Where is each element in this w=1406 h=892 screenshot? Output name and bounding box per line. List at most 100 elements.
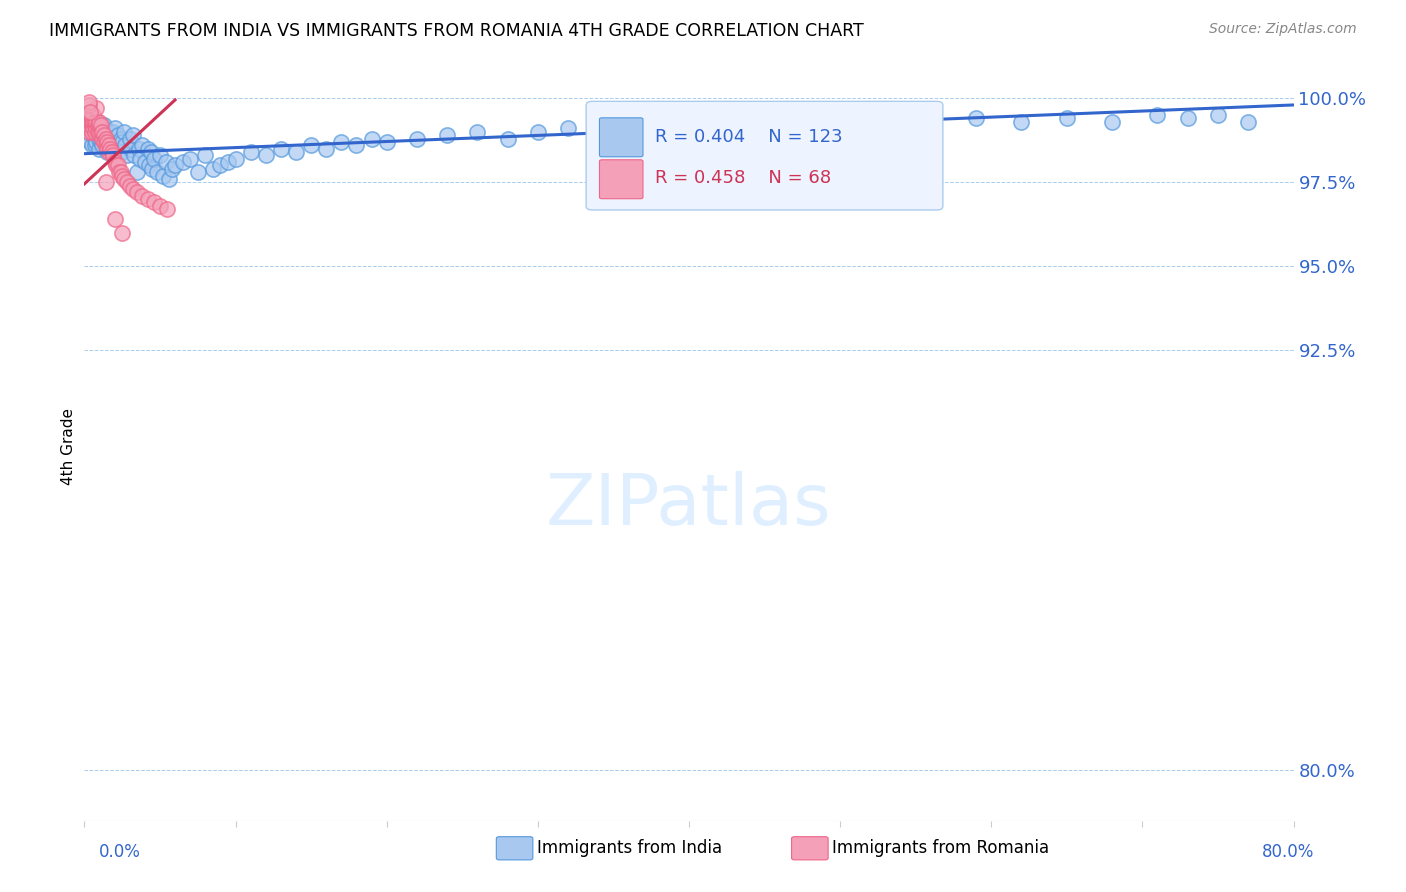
Point — [1011, 115, 1033, 129]
Point — [82, 121, 104, 136]
Point — [406, 131, 429, 145]
Point — [79, 135, 101, 149]
Point — [77, 118, 100, 132]
Point — [98, 142, 121, 156]
Point — [965, 112, 987, 126]
Point — [105, 138, 128, 153]
Point — [98, 128, 121, 143]
Point — [82, 108, 104, 122]
Point — [77, 112, 100, 126]
Text: R = 0.404    N = 123: R = 0.404 N = 123 — [655, 128, 842, 146]
Point — [875, 115, 897, 129]
Point — [82, 115, 104, 129]
Point — [89, 115, 111, 129]
Point — [96, 145, 118, 159]
Point — [91, 118, 114, 132]
Point — [94, 175, 117, 189]
Point — [97, 125, 120, 139]
Text: IMMIGRANTS FROM INDIA VS IMMIGRANTS FROM ROMANIA 4TH GRADE CORRELATION CHART: IMMIGRANTS FROM INDIA VS IMMIGRANTS FROM… — [49, 22, 863, 40]
Point — [80, 125, 103, 139]
Point — [86, 128, 108, 143]
Point — [108, 145, 131, 159]
Point — [100, 145, 122, 159]
Point — [270, 142, 292, 156]
Point — [114, 138, 136, 153]
Point — [187, 165, 209, 179]
Point — [693, 121, 716, 136]
Point — [87, 125, 110, 139]
Point — [79, 115, 101, 129]
Point — [94, 138, 117, 153]
Point — [156, 202, 179, 216]
Point — [111, 145, 134, 159]
Point — [127, 186, 149, 200]
Point — [80, 115, 103, 129]
Point — [104, 121, 127, 136]
Point — [141, 161, 163, 176]
Point — [738, 118, 761, 132]
Point — [527, 125, 550, 139]
Point — [76, 108, 98, 122]
Point — [160, 161, 183, 176]
Point — [89, 125, 111, 139]
Point — [93, 118, 115, 132]
Point — [84, 131, 107, 145]
Point — [79, 115, 101, 129]
Point — [76, 108, 98, 122]
Point — [330, 135, 353, 149]
Point — [80, 118, 103, 132]
Point — [97, 145, 120, 159]
Point — [90, 135, 112, 149]
Point — [94, 131, 117, 145]
Point — [920, 118, 942, 132]
Point — [77, 125, 100, 139]
Point — [104, 155, 127, 169]
Point — [149, 148, 172, 162]
Point — [1206, 108, 1229, 122]
Point — [94, 125, 117, 139]
Point — [86, 121, 108, 136]
Point — [111, 135, 134, 149]
Point — [830, 121, 852, 136]
Point — [77, 112, 100, 126]
Point — [121, 182, 143, 196]
Point — [90, 118, 112, 132]
Point — [80, 125, 103, 139]
Point — [299, 138, 322, 153]
Point — [121, 128, 143, 143]
Point — [1056, 112, 1078, 126]
FancyBboxPatch shape — [599, 160, 643, 199]
Point — [86, 135, 108, 149]
Point — [285, 145, 308, 159]
Point — [107, 158, 129, 172]
Point — [128, 142, 150, 156]
Point — [136, 142, 159, 156]
Point — [82, 112, 104, 126]
Point — [101, 125, 124, 139]
Point — [82, 121, 104, 136]
Point — [110, 165, 132, 179]
Point — [496, 131, 519, 145]
Text: ZIPatlas: ZIPatlas — [546, 472, 832, 541]
Point — [239, 145, 262, 159]
Point — [201, 161, 224, 176]
Point — [146, 165, 169, 179]
Point — [84, 115, 107, 129]
Text: R = 0.458    N = 68: R = 0.458 N = 68 — [655, 169, 831, 186]
Point — [80, 118, 103, 132]
Point — [87, 125, 110, 139]
Text: 0.0%: 0.0% — [98, 843, 141, 861]
Point — [94, 135, 117, 149]
Point — [89, 118, 111, 132]
Point — [134, 155, 156, 169]
Point — [97, 138, 120, 153]
Point — [84, 125, 107, 139]
Point — [127, 165, 149, 179]
Point — [89, 121, 111, 136]
Point — [112, 172, 135, 186]
Point — [111, 226, 134, 240]
Point — [254, 148, 277, 162]
Point — [91, 125, 114, 139]
Point — [149, 199, 172, 213]
Point — [77, 115, 100, 129]
